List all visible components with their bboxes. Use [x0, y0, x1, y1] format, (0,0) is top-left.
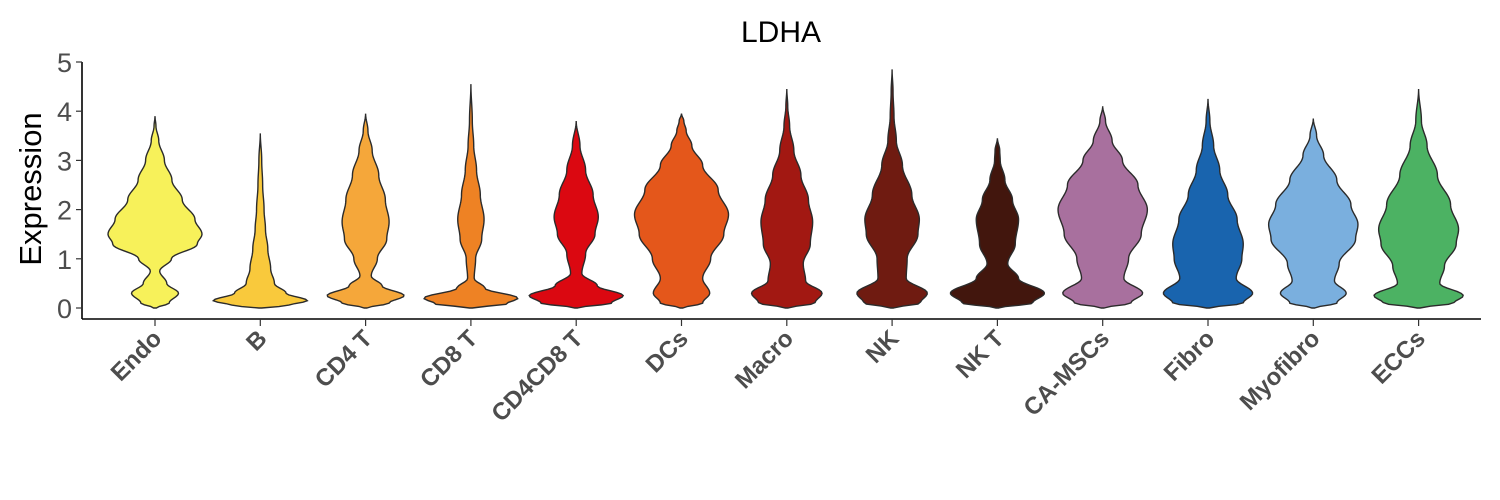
x-tick-label: ECCs [1366, 325, 1430, 389]
violin-b [211, 133, 309, 309]
x-tick-label: Myofibro [1235, 325, 1326, 416]
y-ticks: 0 1 2 3 4 5 [57, 48, 82, 324]
violin-cd4cd8-t [528, 121, 625, 309]
violin-cd4-t [326, 113, 405, 309]
violin-nk-t [949, 138, 1046, 309]
violin-dcs [633, 113, 730, 309]
violin-macro [750, 89, 823, 309]
x-ticks: Endo B CD4 T CD8 T CD4CD8 T DCs Macro NK NK T CA-… [106, 319, 1431, 427]
violin-nk [856, 69, 928, 309]
y-tick-label: 2 [57, 196, 72, 226]
x-tick-label: CA-MSCs [1019, 325, 1115, 421]
violin-endo [107, 116, 203, 309]
violin-myofibro [1267, 118, 1359, 309]
y-tick-label: 3 [57, 146, 72, 176]
x-tick-label: CD4 T [310, 325, 378, 393]
x-tick-label: NK T [951, 325, 1010, 384]
x-tick-label: CD4CD8 T [486, 325, 588, 427]
chart-title: LDHA [741, 16, 821, 49]
y-tick-label: 0 [57, 294, 72, 324]
x-tick-label: Fibro [1159, 325, 1221, 387]
x-tick-label: NK [861, 325, 905, 369]
violin-cd8-t [423, 84, 519, 309]
violin-fibro [1162, 98, 1254, 309]
x-tick-label: B [241, 325, 272, 356]
x-tick-label: Macro [730, 325, 799, 394]
y-tick-label: 1 [57, 245, 72, 275]
y-tick-label: 5 [57, 48, 72, 78]
y-tick-label: 4 [57, 97, 72, 127]
violin-eccs [1373, 89, 1464, 309]
violin-group [107, 69, 1464, 309]
y-axis-label: Expression [13, 112, 48, 265]
x-tick-label: DCs [641, 325, 694, 378]
violin-ca-mscs [1057, 106, 1149, 309]
x-tick-label: CD8 T [415, 325, 483, 393]
x-tick-label: Endo [106, 325, 168, 387]
